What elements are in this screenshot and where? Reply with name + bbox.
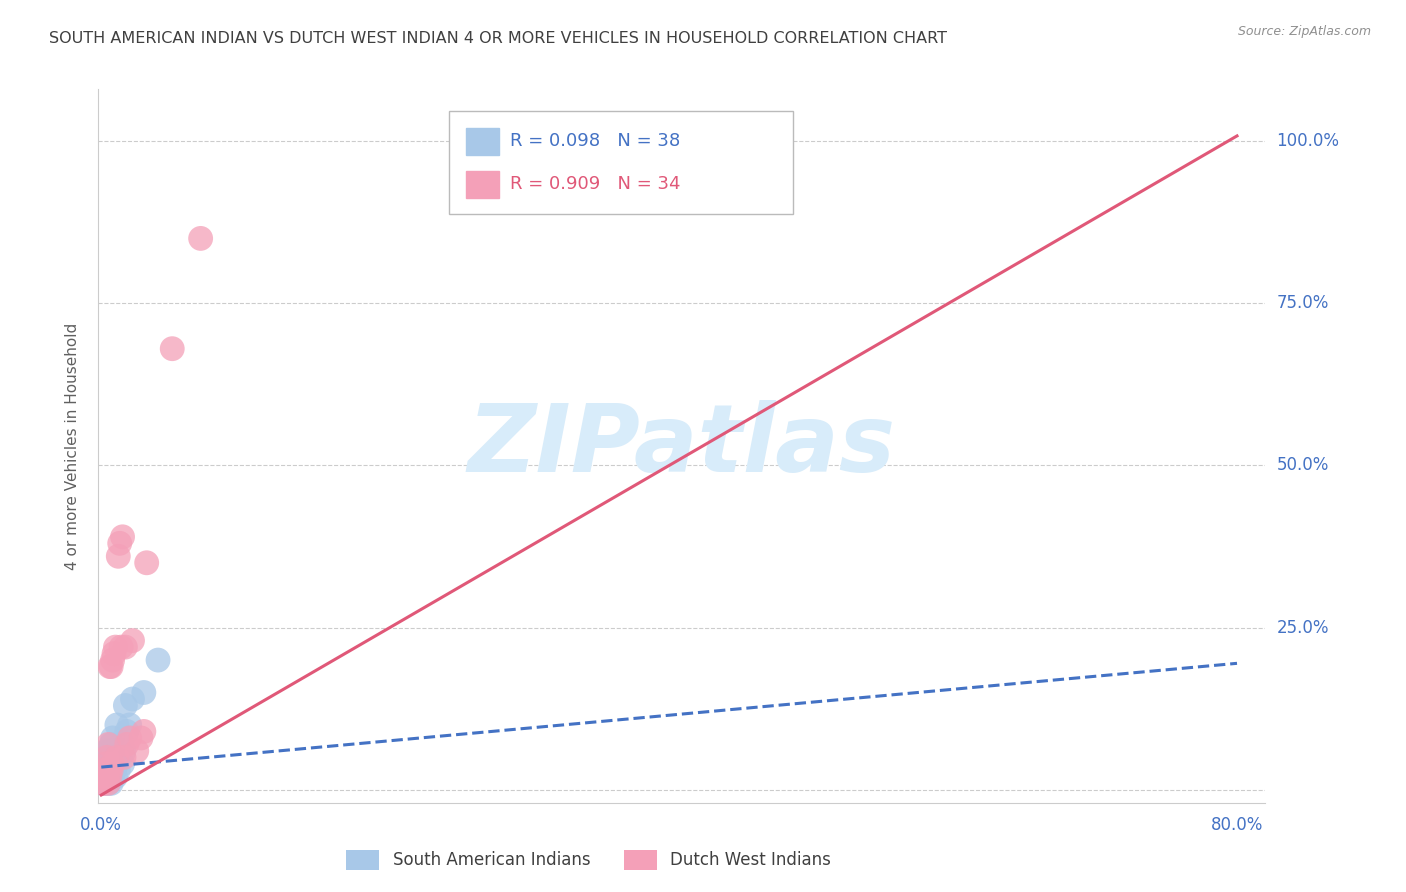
Point [97, 738, 120, 752]
Point [118, 731, 141, 745]
Text: ZIPatlas: ZIPatlas [468, 400, 896, 492]
Point [100, 764, 122, 778]
Text: 100.0%: 100.0% [1277, 132, 1340, 150]
Point [105, 718, 128, 732]
Point [97, 764, 120, 778]
Point [96, 770, 118, 784]
Point [162, 342, 184, 356]
Point [190, 231, 212, 245]
Point [97, 776, 120, 790]
Point [94, 756, 117, 771]
Point [98, 770, 121, 784]
Point [103, 764, 125, 778]
Bar [465, 128, 499, 155]
Point [121, 692, 143, 706]
Point [96, 750, 118, 764]
Point [96, 770, 118, 784]
Point [108, 536, 131, 550]
Point [115, 738, 138, 752]
Text: Source: ZipAtlas.com: Source: ZipAtlas.com [1237, 25, 1371, 38]
Point [101, 756, 124, 771]
Point [121, 633, 143, 648]
Point [105, 756, 128, 771]
Point [107, 549, 129, 564]
Point [129, 731, 152, 745]
Point [125, 744, 148, 758]
Legend: South American Indians, Dutch West Indians: South American Indians, Dutch West India… [339, 843, 838, 877]
Point [96, 756, 118, 771]
Point [103, 647, 125, 661]
Point [98, 770, 121, 784]
Point [91, 776, 114, 790]
Point [93, 770, 115, 784]
Point [111, 756, 134, 771]
Point [94, 764, 117, 778]
Point [107, 764, 129, 778]
Point [110, 738, 132, 752]
Y-axis label: 4 or more Vehicles in Household: 4 or more Vehicles in Household [65, 322, 80, 570]
FancyBboxPatch shape [449, 111, 793, 214]
Point [94, 750, 117, 764]
Text: R = 0.909   N = 34: R = 0.909 N = 34 [510, 175, 681, 193]
Text: 75.0%: 75.0% [1277, 294, 1329, 312]
Point [135, 556, 157, 570]
Point [110, 640, 132, 654]
Point [101, 653, 124, 667]
Point [93, 776, 115, 790]
Point [112, 744, 135, 758]
Point [132, 685, 155, 699]
Point [101, 731, 124, 745]
Point [93, 764, 115, 778]
Point [97, 750, 120, 764]
Point [93, 764, 115, 778]
Point [98, 659, 121, 673]
Point [115, 724, 138, 739]
Point [100, 764, 122, 778]
Point [98, 756, 121, 771]
Bar [465, 170, 499, 198]
Point [146, 653, 169, 667]
Point [114, 698, 136, 713]
Text: 50.0%: 50.0% [1277, 457, 1329, 475]
Point [112, 750, 135, 764]
Point [114, 640, 136, 654]
Point [94, 770, 117, 784]
Point [101, 770, 124, 784]
Point [101, 756, 124, 771]
Text: R = 0.098   N = 38: R = 0.098 N = 38 [510, 132, 681, 150]
Point [104, 750, 127, 764]
Point [98, 744, 121, 758]
Point [100, 659, 122, 673]
Point [105, 750, 128, 764]
Point [96, 744, 118, 758]
Point [132, 724, 155, 739]
Point [118, 718, 141, 732]
Point [104, 640, 127, 654]
Point [108, 750, 131, 764]
Point [94, 776, 117, 790]
Text: SOUTH AMERICAN INDIAN VS DUTCH WEST INDIAN 4 OR MORE VEHICLES IN HOUSEHOLD CORRE: SOUTH AMERICAN INDIAN VS DUTCH WEST INDI… [49, 31, 948, 46]
Point [97, 764, 120, 778]
Text: 25.0%: 25.0% [1277, 619, 1329, 637]
Point [103, 744, 125, 758]
Point [100, 738, 122, 752]
Point [104, 770, 127, 784]
Point [111, 530, 134, 544]
Point [100, 776, 122, 790]
Point [97, 776, 120, 790]
Point [91, 776, 114, 790]
